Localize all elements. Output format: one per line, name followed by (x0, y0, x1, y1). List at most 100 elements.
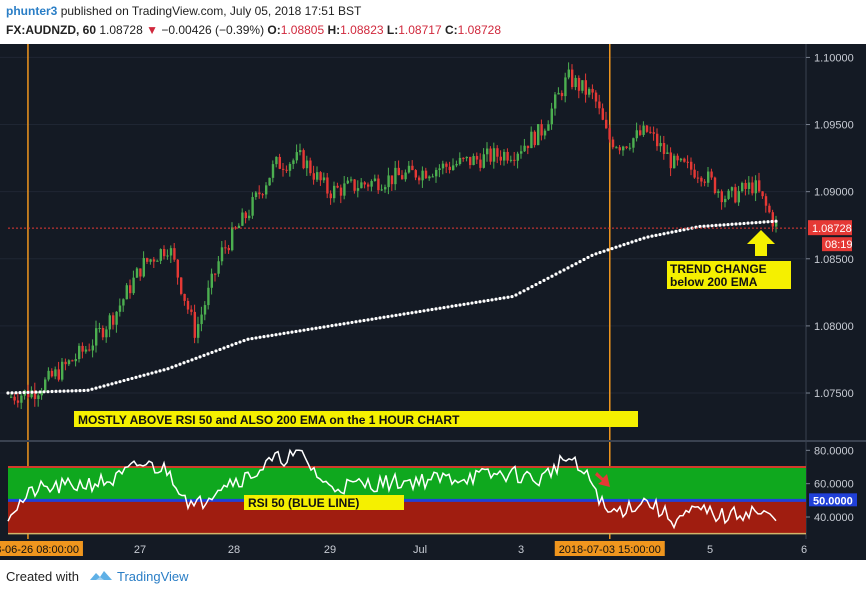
ema-point (434, 307, 438, 311)
ema-point (386, 315, 390, 319)
candle-body (20, 395, 23, 403)
tradingview-brand-link[interactable]: TradingView (117, 569, 189, 584)
price-chart-svg[interactable]: 1.10000 1.09500 1.09000 1.08500 1.08000 1.075… (0, 44, 866, 560)
ema-point (234, 341, 238, 346)
candle-body (581, 80, 584, 91)
change-value: −0.00426 (−0.39%) (161, 23, 265, 37)
ema-point (418, 309, 422, 314)
candle-body (744, 182, 747, 189)
symbol-label[interactable]: FX:AUDNZD, 60 (6, 23, 97, 37)
candle-body (169, 248, 173, 256)
candle-body (384, 187, 387, 190)
ema-point (578, 260, 582, 264)
candle-body (390, 175, 394, 185)
time-tick-label: 28 (228, 544, 240, 556)
candle-body (411, 165, 414, 171)
ema-point (590, 253, 594, 257)
ema-point (190, 358, 194, 362)
ema-point (134, 375, 138, 379)
candle-body (217, 261, 220, 274)
chart-area[interactable]: 1.10000 1.09500 1.09000 1.08500 1.08000 1.075… (0, 44, 866, 560)
candle-body (394, 167, 397, 185)
annotation-mostly-above[interactable]: MOSTLY ABOVE RSI 50 and ALSO 200 EMA on … (74, 411, 638, 427)
candle-body (554, 94, 557, 109)
candle-body (499, 156, 502, 161)
candle-body (734, 187, 737, 203)
ema-point (266, 334, 270, 338)
time-tick-label: Jul (413, 544, 427, 556)
ema-point (274, 333, 278, 337)
ema-point (546, 276, 550, 280)
candle-body (513, 159, 516, 161)
candle-body (438, 168, 441, 170)
candle-body (200, 314, 203, 325)
candle-body (81, 345, 84, 352)
ema-point (346, 321, 350, 325)
ema-point (526, 287, 530, 291)
annotation-trend-change[interactable]: TREND CHANGE below 200 EMA (667, 261, 791, 289)
ema-point (774, 219, 778, 223)
candle-body (414, 170, 417, 178)
candle-body (112, 315, 115, 325)
chart-header: phunter3 published on TradingView.com, J… (0, 0, 866, 44)
candle-body (615, 147, 618, 149)
ema-point (518, 291, 522, 295)
ema-point (722, 223, 726, 227)
candle-body (588, 88, 591, 95)
tradingview-logo-icon[interactable] (88, 568, 114, 584)
candle-body (397, 167, 400, 176)
candle-body (129, 285, 132, 294)
ema-point (54, 389, 58, 394)
candle-body (241, 212, 244, 226)
time-tick-label: 5 (707, 544, 713, 556)
candle-body (234, 227, 237, 229)
ema-point (206, 352, 210, 356)
candle-body (465, 156, 468, 159)
candle-body (319, 172, 322, 181)
annotation-line-2: below 200 EMA (670, 275, 758, 289)
time-axis[interactable]: 27 28 29 Jul 3 5 6 (134, 544, 807, 556)
candle-body (435, 169, 438, 177)
ema-point (98, 385, 102, 389)
candle-body (635, 130, 638, 139)
candle-body (754, 180, 757, 194)
candle-body (737, 191, 740, 203)
ema-point (150, 371, 154, 375)
candle-body (207, 287, 210, 306)
candle-body (543, 130, 547, 136)
candle-body (594, 92, 598, 102)
candle-body (717, 191, 720, 194)
ema-point (242, 338, 246, 343)
candle-body (339, 187, 343, 196)
candle-body (118, 305, 122, 312)
candle-body (54, 369, 57, 377)
candle-body (312, 173, 315, 180)
time-axis-bg (0, 539, 866, 560)
ema-point (250, 336, 254, 341)
ema-point (218, 347, 222, 352)
ema-point (766, 220, 770, 224)
ema-point (538, 280, 542, 285)
ema-point (226, 344, 230, 349)
ema-point (758, 220, 762, 224)
annotation-rsi-50[interactable]: RSI 50 (BLUE LINE) (244, 495, 404, 510)
candle-body (775, 222, 778, 227)
open-value: 1.08805 (280, 23, 325, 37)
ema-point (282, 331, 286, 336)
ema-point (654, 233, 658, 237)
ema-point (174, 364, 178, 368)
candle-body (696, 177, 700, 179)
candle-body (683, 158, 686, 162)
ema-point (358, 319, 362, 323)
ema-point (542, 278, 546, 282)
ema-point (438, 306, 442, 310)
candle-body (492, 148, 496, 162)
ema-point (286, 331, 290, 335)
ema-point (398, 313, 402, 317)
ema-point (730, 222, 734, 226)
ema-point (738, 222, 742, 226)
candle-body (176, 259, 179, 278)
price-tick-label: 1.09000 (814, 187, 854, 199)
candle-body (571, 69, 574, 88)
author-link[interactable]: phunter3 (6, 4, 58, 18)
